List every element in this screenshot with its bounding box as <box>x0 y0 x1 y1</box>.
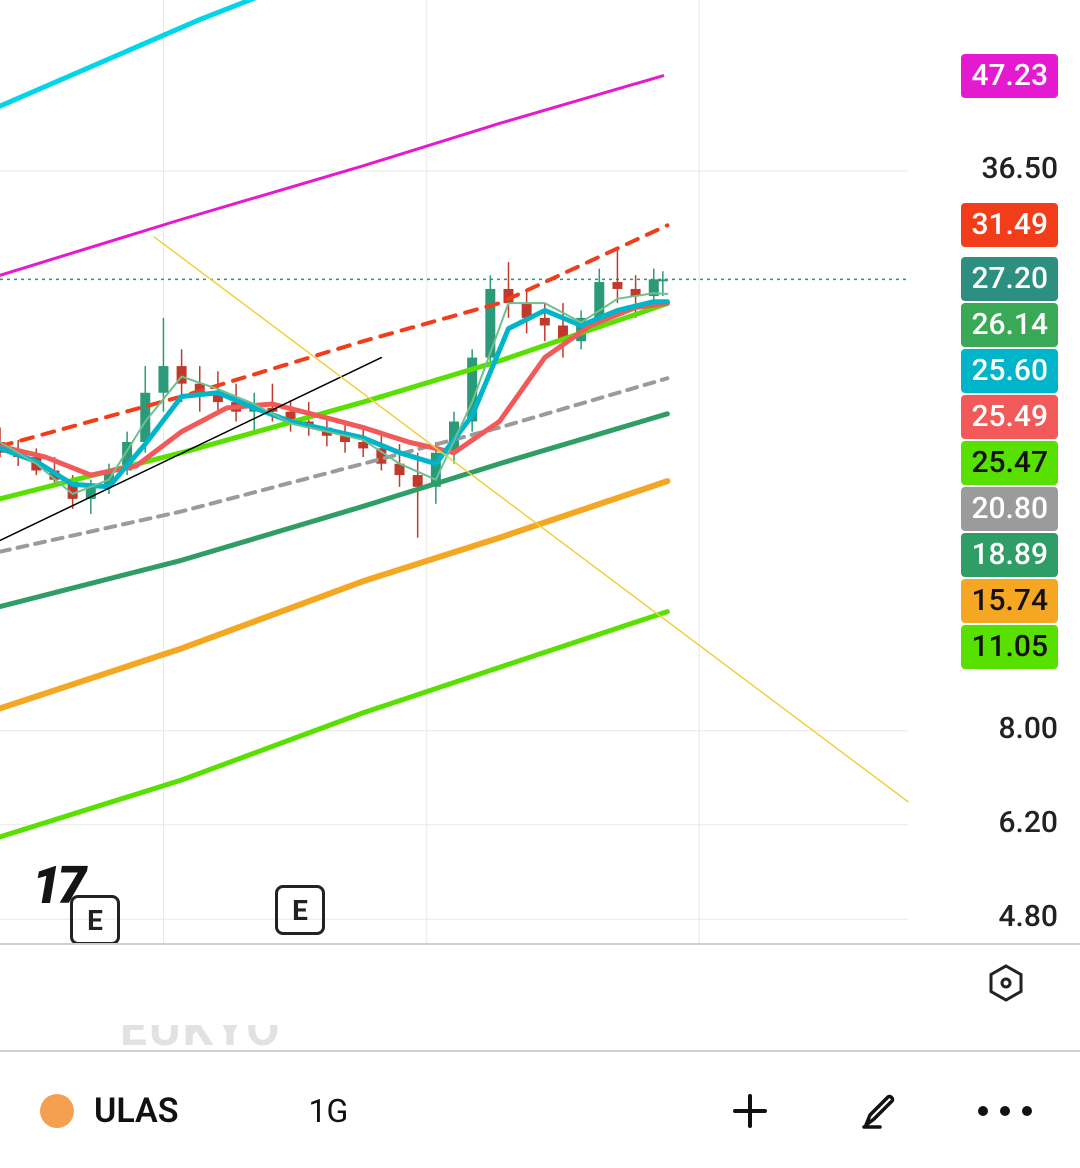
price-tag: 25.49 <box>961 395 1058 439</box>
price-tag: 18.89 <box>961 533 1058 577</box>
bottom-toolbar: ULAS 1G <box>0 1050 1080 1168</box>
price-tag: 11.05 <box>961 625 1058 669</box>
earnings-badge[interactable]: E <box>70 895 120 945</box>
price-tag: 25.60 <box>961 349 1058 393</box>
price-tag: 47.23 <box>961 54 1058 98</box>
more-menu-button[interactable] <box>970 1052 1040 1168</box>
y-axis-tick-label: 36.50 <box>981 151 1058 186</box>
axis-settings-button[interactable] <box>982 959 1030 1007</box>
earnings-badge[interactable]: E <box>275 885 325 935</box>
symbol-name[interactable]: ULAS <box>94 1091 178 1131</box>
y-axis-tick-label: 8.00 <box>999 711 1059 746</box>
y-axis-tick-label: 4.80 <box>999 899 1059 934</box>
price-tag: 27.20 <box>961 257 1058 301</box>
x-axis-bar <box>0 943 1080 1025</box>
chart-container[interactable]: 47.23 31.49 27.2026.1425.6025.4925.4720.80… <box>0 0 1080 1168</box>
symbol-dot-icon <box>40 1094 74 1128</box>
timeframe-selector[interactable]: 1G <box>308 1092 348 1130</box>
price-tag: 15.74 <box>961 579 1058 623</box>
add-indicator-button[interactable] <box>720 1052 780 1168</box>
draw-pencil-button[interactable] <box>850 1052 910 1168</box>
price-tag: 31.49 <box>961 203 1058 247</box>
price-tag: 26.14 <box>961 303 1058 347</box>
y-axis-tick-label: 6.20 <box>999 805 1059 840</box>
price-tag: 20.80 <box>961 487 1058 531</box>
price-tag: 25.47 <box>961 441 1058 485</box>
